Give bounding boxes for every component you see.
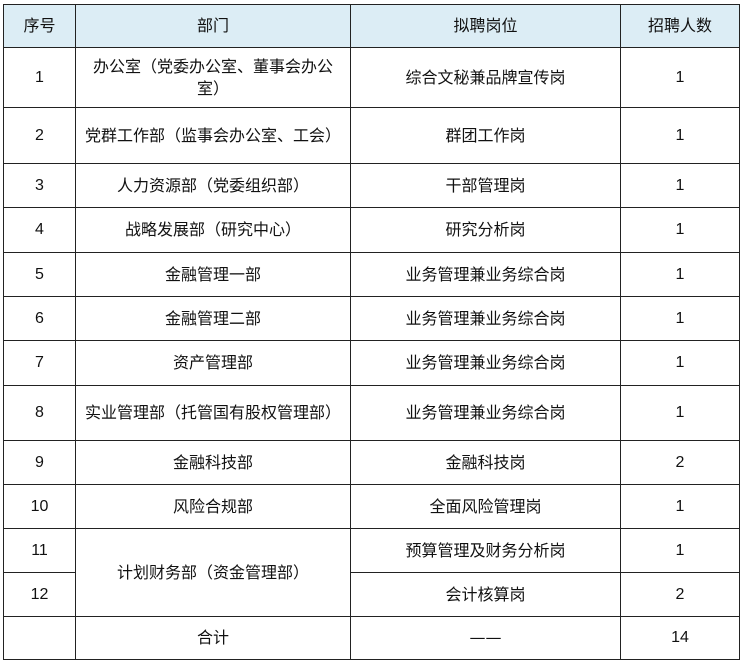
row-count: 1: [620, 385, 740, 441]
row-dept: 人力资源部（党委组织部）: [75, 163, 351, 208]
row-post: 业务管理兼业务综合岗: [350, 296, 621, 341]
row-count: 1: [620, 207, 740, 253]
total-no: [3, 616, 76, 660]
table-row: 1 办公室（党委办公室、董事会办公室） 综合文秘兼品牌宣传岗 1: [3, 47, 740, 108]
row-post: 全面风险管理岗: [350, 484, 621, 529]
row-dept: 办公室（党委办公室、董事会办公室）: [75, 47, 351, 108]
row-post: 金融科技岗: [350, 440, 621, 485]
table-row: 12 会计核算岗 2: [3, 572, 740, 617]
row-no: 12: [3, 572, 76, 617]
row-no: 2: [3, 107, 76, 164]
total-count: 14: [620, 616, 740, 660]
row-post: 会计核算岗: [350, 572, 621, 617]
row-post: 干部管理岗: [350, 163, 621, 208]
row-post: 预算管理及财务分析岗: [350, 528, 621, 573]
table-row: 11 计划财务部（资金管理部） 预算管理及财务分析岗 1: [3, 528, 740, 617]
row-dept: 金融管理一部: [75, 252, 351, 297]
row-count: 1: [620, 528, 740, 573]
row-dept: 党群工作部（监事会办公室、工会）: [75, 107, 351, 164]
row-no: 11: [3, 528, 76, 573]
header-row: 序号 部门 拟聘岗位 招聘人数: [3, 4, 740, 48]
total-post: ——: [350, 616, 621, 660]
row-count: 1: [620, 107, 740, 164]
row-count: 1: [620, 47, 740, 108]
row-post: 研究分析岗: [350, 207, 621, 253]
row-post: 业务管理兼业务综合岗: [350, 340, 621, 386]
row-no: 4: [3, 207, 76, 253]
table-row: 8 实业管理部（托管国有股权管理部） 业务管理兼业务综合岗 1: [3, 385, 740, 441]
row-no: 6: [3, 296, 76, 341]
row-dept: 资产管理部: [75, 340, 351, 386]
row-dept: 风险合规部: [75, 484, 351, 529]
row-dept: 金融科技部: [75, 440, 351, 485]
row-post: 业务管理兼业务综合岗: [350, 385, 621, 441]
row-post: 群团工作岗: [350, 107, 621, 164]
row-no: 8: [3, 385, 76, 441]
header-no: 序号: [3, 4, 76, 48]
table-row: 10 风险合规部 全面风险管理岗 1: [3, 484, 740, 529]
table-row: 6 金融管理二部 业务管理兼业务综合岗 1: [3, 296, 740, 341]
row-no: 9: [3, 440, 76, 485]
row-no: 10: [3, 484, 76, 529]
header-dept: 部门: [75, 4, 351, 48]
row-post: 业务管理兼业务综合岗: [350, 252, 621, 297]
table-row: 7 资产管理部 业务管理兼业务综合岗 1: [3, 340, 740, 386]
row-dept: 计划财务部（资金管理部）: [75, 528, 351, 617]
table-row: 5 金融管理一部 业务管理兼业务综合岗 1: [3, 252, 740, 297]
row-count: 1: [620, 484, 740, 529]
table-row: 3 人力资源部（党委组织部） 干部管理岗 1: [3, 163, 740, 208]
recruitment-table: 序号 部门 拟聘岗位 招聘人数 1 办公室（党委办公室、董事会办公室） 综合文秘兼品…: [3, 4, 740, 660]
table-row: 9 金融科技部 金融科技岗 2: [3, 440, 740, 485]
total-label: 合计: [75, 616, 351, 660]
row-no: 5: [3, 252, 76, 297]
row-no: 1: [3, 47, 76, 108]
header-count: 招聘人数: [620, 4, 740, 48]
table-row: 4 战略发展部（研究中心） 研究分析岗 1: [3, 207, 740, 253]
row-dept: 实业管理部（托管国有股权管理部）: [75, 385, 351, 441]
header-post: 拟聘岗位: [350, 4, 621, 48]
row-no: 7: [3, 340, 76, 386]
row-count: 2: [620, 572, 740, 617]
row-dept: 金融管理二部: [75, 296, 351, 341]
row-count: 2: [620, 440, 740, 485]
row-count: 1: [620, 296, 740, 341]
row-count: 1: [620, 163, 740, 208]
row-count: 1: [620, 252, 740, 297]
table-row: 2 党群工作部（监事会办公室、工会） 群团工作岗 1: [3, 107, 740, 164]
row-post: 综合文秘兼品牌宣传岗: [350, 47, 621, 108]
row-count: 1: [620, 340, 740, 386]
row-dept: 战略发展部（研究中心）: [75, 207, 351, 253]
total-row: 合计 —— 14: [3, 616, 740, 660]
row-no: 3: [3, 163, 76, 208]
